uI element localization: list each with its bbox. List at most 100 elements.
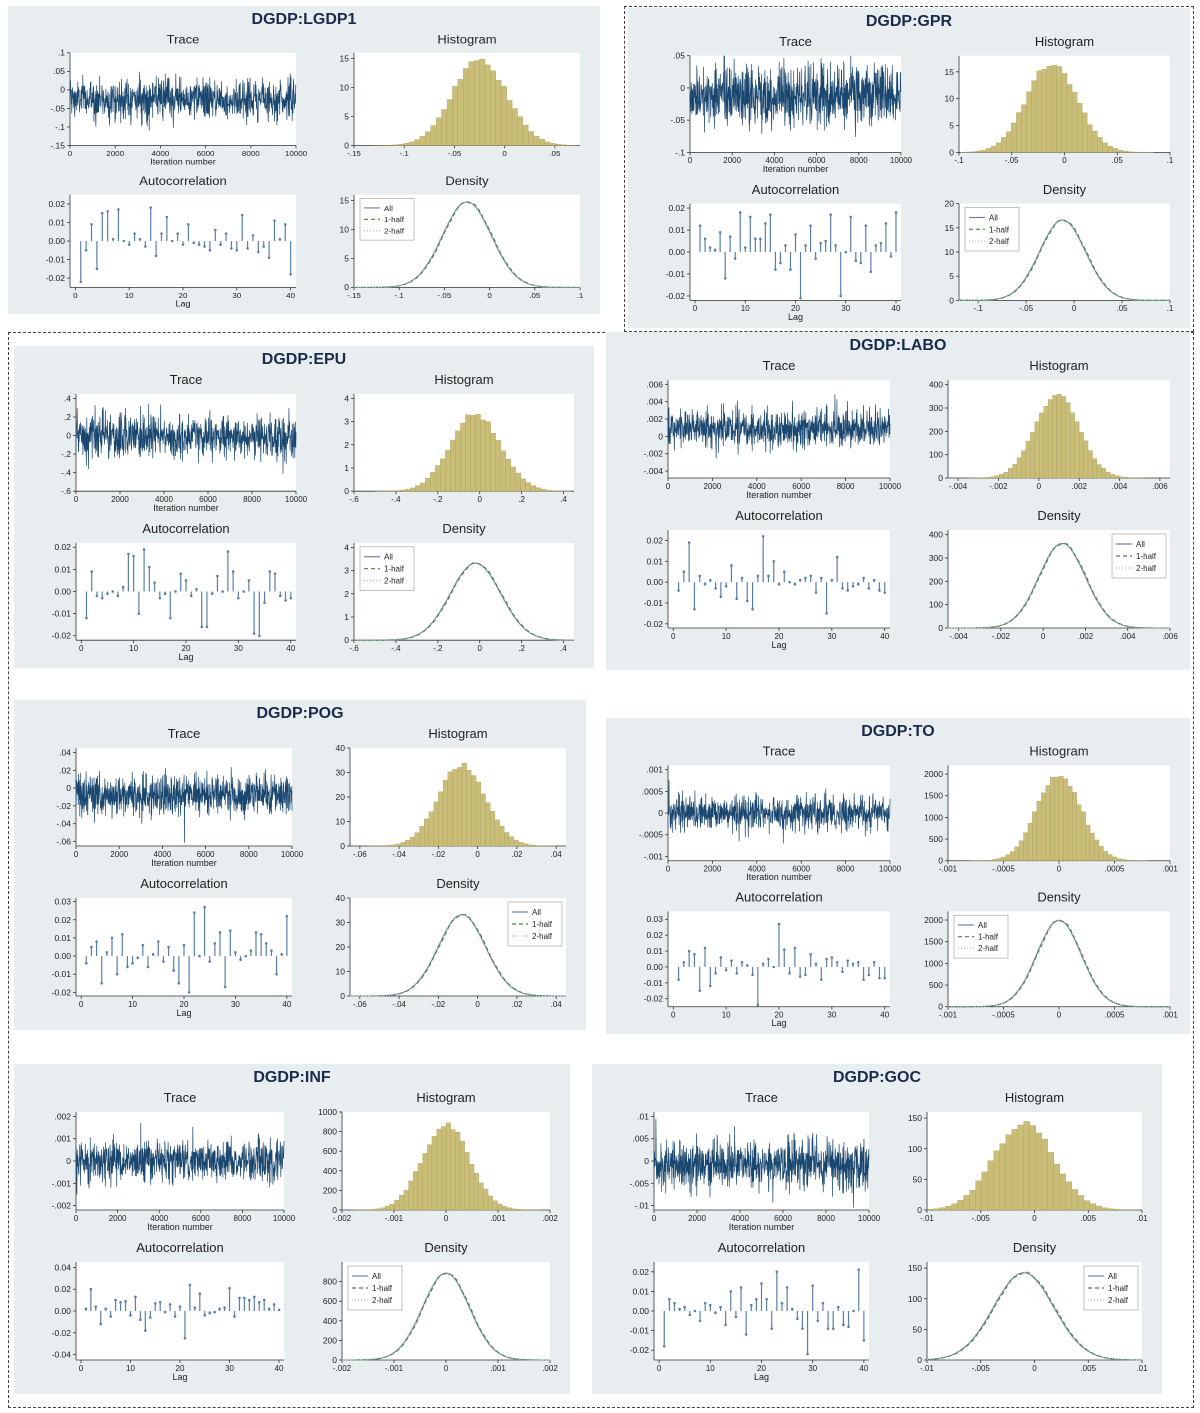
trace-y-tick-label: .05 <box>673 51 685 61</box>
trace-y-tick-label: 0 <box>680 83 685 93</box>
histogram-bar <box>1066 84 1073 153</box>
histogram-bar <box>466 769 472 847</box>
histogram-x-tick-label: -.1 <box>400 149 409 158</box>
acf-point <box>809 224 812 227</box>
trace-x-tick-label: 2000 <box>723 156 741 165</box>
trace-title: Trace <box>170 372 203 387</box>
histogram-bar <box>1071 1189 1079 1211</box>
acf-point <box>831 1327 835 1330</box>
trace-y-tick-label: .01 <box>637 1111 649 1121</box>
histogram-bar <box>1102 142 1108 153</box>
histogram-bar <box>1098 846 1104 861</box>
trace-y-tick-label: 0 <box>658 808 663 818</box>
acf-point <box>673 1301 676 1305</box>
histogram-bar <box>1045 785 1051 861</box>
histogram-y-tick-label: 150 <box>908 1113 922 1123</box>
acf-point <box>154 254 158 258</box>
acf-point <box>713 248 717 252</box>
acf-point <box>249 949 253 952</box>
histogram-bar <box>996 858 1002 861</box>
acf-point <box>779 261 782 265</box>
acf-x-tick-label: 20 <box>791 304 800 313</box>
density-x-tick-label: .4 <box>560 644 567 653</box>
trace-x-tick-label: 4000 <box>731 1214 749 1223</box>
histogram-bar <box>441 109 448 146</box>
density-2-half-line <box>350 914 566 997</box>
acf-x-tick-label: 40 <box>880 1011 890 1020</box>
trace-y-tick-label: -.01 <box>634 1201 649 1211</box>
acf-x-axis-label: Lag <box>178 652 193 662</box>
histogram-x-tick-label: .001 <box>490 1214 506 1223</box>
acf-point <box>894 211 898 214</box>
acf-point <box>867 587 871 590</box>
histogram-bar <box>409 837 415 847</box>
histogram-bar <box>484 64 491 146</box>
histogram-bar <box>1059 1173 1067 1211</box>
acf-x-axis-label: Lag <box>175 299 190 309</box>
density-y-tick-label: 30 <box>336 918 346 928</box>
acf-point <box>723 277 727 280</box>
acf-point <box>811 1284 814 1287</box>
histogram-bar <box>1011 1129 1018 1211</box>
acf-x-tick-label: 30 <box>827 632 836 641</box>
acf-y-tick-label: 0.02 <box>632 1267 649 1277</box>
acf-point <box>148 1316 152 1319</box>
histogram-y-tick-label: 15 <box>340 55 350 64</box>
acf-point <box>767 957 770 961</box>
acf-point <box>883 591 887 594</box>
histogram-bar <box>395 843 401 847</box>
histogram-bar <box>1082 112 1088 153</box>
acf-y-tick-label: 0.01 <box>632 1286 649 1296</box>
histogram-title: Histogram <box>1035 34 1094 49</box>
acf-point <box>99 1322 103 1326</box>
acf-x-tick-label: 30 <box>232 291 242 300</box>
histogram-x-tick-label: .002 <box>542 1214 558 1223</box>
histogram-title: Histogram <box>1005 1090 1064 1105</box>
acf-y-tick-label: 0.00 <box>632 1306 649 1316</box>
histogram-bar <box>380 1207 386 1211</box>
trace-title: Trace <box>779 34 812 49</box>
histogram-bar <box>1047 399 1053 479</box>
trace-y-tick-label: 0 <box>66 1156 71 1166</box>
acf-point <box>745 599 749 603</box>
acf-y-tick-label: 0.00 <box>646 577 663 587</box>
acf-point <box>160 232 163 235</box>
acf-point <box>158 596 162 600</box>
acf-point <box>181 243 185 246</box>
acf-point <box>724 584 728 588</box>
acf-y-tick-label: -0.01 <box>52 609 72 619</box>
trace-y-tick-label: -.02 <box>56 801 71 811</box>
histogram-bar <box>1074 421 1080 479</box>
acf-point <box>240 213 244 217</box>
histogram-x-tick-label: .004 <box>1112 482 1128 491</box>
histogram-bar <box>1112 148 1118 153</box>
histogram-bar <box>505 459 511 492</box>
acf-point <box>115 972 119 976</box>
acf-point <box>756 1003 760 1007</box>
histogram-bar <box>375 1208 381 1211</box>
acf-point <box>714 972 717 975</box>
legend-label: All <box>372 1272 381 1281</box>
acf-point <box>219 243 222 246</box>
histogram-x-tick-label: -.04 <box>392 850 406 859</box>
histogram-bar <box>1085 824 1091 861</box>
histogram-bar <box>1123 477 1129 479</box>
histogram-bar <box>468 61 475 146</box>
trace-y-tick-label: .002 <box>646 414 663 424</box>
histogram-y-tick-label: 20 <box>336 792 346 802</box>
acf-point <box>213 1310 216 1314</box>
density-x-tick-label: .006 <box>1162 632 1178 641</box>
acf-x-axis-label: Lag <box>788 312 803 322</box>
acf-point <box>144 1329 147 1332</box>
histogram-bar <box>1118 476 1124 479</box>
histogram-bar <box>1054 776 1060 861</box>
acf-y-tick-label: -0.01 <box>630 1326 650 1336</box>
legend-label: 2-half <box>1108 1296 1129 1305</box>
acf-y-tick-label: 0.02 <box>48 200 65 209</box>
acf-point <box>168 1303 172 1306</box>
acf-point <box>223 1306 226 1310</box>
acf-point <box>735 972 739 975</box>
density-y-tick-label: 0 <box>332 1355 337 1365</box>
histogram-bar <box>1107 1208 1115 1211</box>
